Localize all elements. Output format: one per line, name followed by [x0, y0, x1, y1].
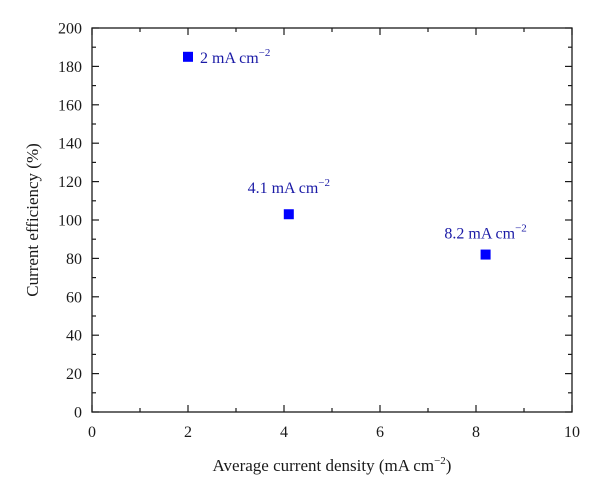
y-tick-label: 60	[66, 289, 82, 306]
x-tick-label: 2	[184, 424, 192, 441]
y-tick-label: 20	[66, 366, 82, 383]
y-axis-title: Current efficiency (%)	[23, 143, 42, 297]
data-point-marker	[283, 209, 294, 220]
x-tick-label: 0	[88, 424, 96, 441]
x-tick-label: 6	[376, 424, 384, 441]
y-tick-label: 200	[58, 21, 82, 38]
x-axis-ticks: 0 2 4 6 8 10	[88, 28, 580, 441]
data-point-label: 2 mA cm−2	[200, 47, 270, 67]
data-point-marker	[183, 51, 193, 62]
data-point-label: 4.1 mA cm−2	[248, 177, 330, 197]
y-tick-label: 80	[66, 251, 82, 268]
x-tick-label: 10	[564, 424, 580, 441]
y-tick-label: 140	[58, 136, 82, 153]
x-tick-label: 4	[280, 424, 288, 441]
y-tick-label: 0	[74, 405, 82, 422]
data-point-marker	[480, 249, 491, 260]
y-tick-label: 180	[58, 59, 82, 76]
y-tick-label: 120	[58, 174, 82, 191]
y-axis-ticks: 0 20 40 60 80 100 120 140 160 180 200	[58, 21, 572, 422]
data-points: 2 mA cm−2 4.1 mA cm−2 8.2 mA cm−2	[183, 47, 527, 260]
y-tick-label: 100	[58, 213, 82, 230]
y-tick-label: 160	[58, 97, 82, 114]
y-tick-label: 40	[66, 328, 82, 345]
x-tick-label: 8	[472, 424, 480, 441]
data-point-label: 8.2 mA cm−2	[444, 223, 526, 243]
x-axis-title: Average current density (mA cm−2)	[213, 455, 452, 475]
plot-frame	[91, 27, 573, 413]
